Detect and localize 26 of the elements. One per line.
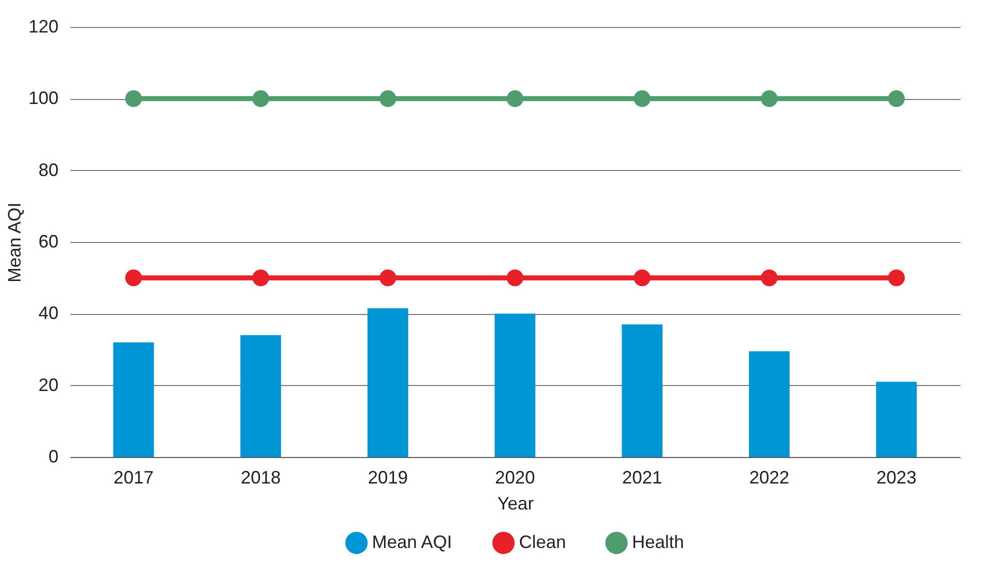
bar [876, 382, 917, 457]
x-tick-label: 2020 [494, 468, 536, 488]
bar [622, 324, 662, 457]
y-tick-label: 40 [38, 303, 58, 324]
bar [748, 351, 790, 457]
y-tick-label: 0 [48, 446, 58, 466]
bar [494, 314, 536, 457]
y-tick-label: 20 [38, 374, 58, 395]
legend-label: Clean [519, 532, 566, 552]
x-tick-label: 2022 [749, 468, 790, 488]
bar [240, 335, 282, 457]
x-tick-label: 2018 [240, 468, 281, 488]
x-tick-label: 2017 [114, 468, 154, 488]
y-tick-label: 100 [28, 88, 58, 108]
x-tick-label: 2021 [622, 468, 662, 488]
legend-label: Mean AQI [372, 532, 452, 552]
bar [368, 308, 408, 457]
y-tick-label: 120 [28, 16, 58, 36]
y-tick-label: 60 [38, 232, 58, 252]
y-axis-title: Mean AQI [4, 202, 24, 283]
y-tick-label: 80 [38, 160, 58, 180]
bar [113, 342, 154, 457]
x-axis-title: Year [497, 494, 534, 514]
legend-label: Health [632, 532, 684, 552]
x-tick-label: 2023 [876, 468, 916, 488]
x-tick-label: 2019 [368, 468, 408, 488]
